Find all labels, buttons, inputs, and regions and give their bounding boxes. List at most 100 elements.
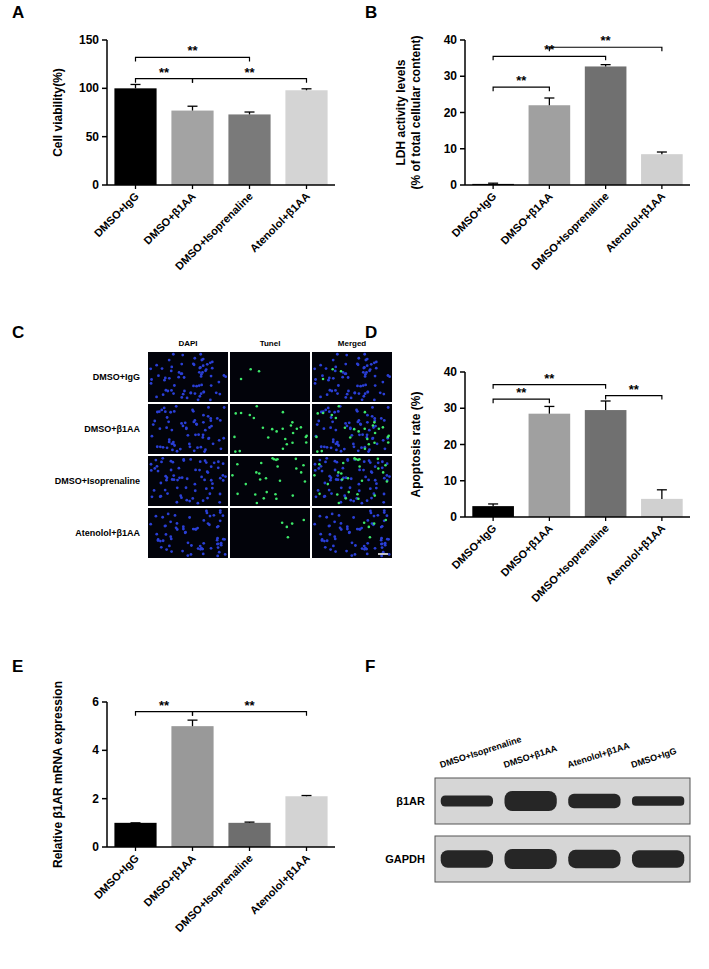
y-tick bbox=[460, 371, 465, 373]
y-tick-label: 40 bbox=[444, 365, 458, 379]
y-tick bbox=[102, 88, 107, 90]
row-label: DMSO+β1AA bbox=[84, 424, 140, 434]
y-axis bbox=[106, 40, 108, 185]
micrograph bbox=[312, 456, 392, 506]
x-tick bbox=[306, 185, 307, 189]
y-tick-label: 10 bbox=[444, 474, 458, 488]
micrograph bbox=[148, 352, 228, 402]
bar bbox=[529, 105, 571, 185]
plot-area bbox=[472, 401, 682, 517]
y-tick bbox=[460, 444, 465, 446]
y-tick bbox=[102, 39, 107, 41]
bar-chart: ACell viability(%)050100150DMSO+IgGDMSO+… bbox=[12, 3, 335, 272]
significance-label: ** bbox=[601, 33, 612, 48]
x-tick bbox=[492, 517, 493, 521]
bar bbox=[285, 90, 327, 185]
y-axis-label: Cell viability(%) bbox=[51, 68, 65, 157]
plot-area bbox=[114, 84, 327, 185]
row-label: β1AR bbox=[396, 795, 425, 807]
y-tick bbox=[102, 184, 107, 186]
y-tick bbox=[460, 480, 465, 482]
bar bbox=[228, 823, 270, 847]
y-tick bbox=[102, 136, 107, 138]
row-label: Atenolol+β1AA bbox=[75, 528, 140, 538]
error-bar bbox=[188, 106, 198, 110]
x-axis bbox=[107, 846, 335, 848]
y-tick-label: 6 bbox=[92, 695, 99, 709]
micrograph bbox=[230, 404, 310, 454]
bar-chart: ERelative β1AR mRNA expression0246DMSO+I… bbox=[12, 657, 335, 934]
error-bar bbox=[302, 795, 312, 797]
y-tick bbox=[102, 701, 107, 703]
y-tick bbox=[102, 846, 107, 848]
micrograph bbox=[312, 404, 392, 454]
error-bar bbox=[488, 504, 498, 506]
y-tick-label: 40 bbox=[444, 33, 458, 47]
column-label: Merged bbox=[338, 339, 367, 348]
lane-label: DMSO+IgG bbox=[630, 746, 678, 770]
band bbox=[568, 794, 620, 808]
significance-label: ** bbox=[187, 43, 198, 58]
y-tick-label: 50 bbox=[86, 130, 100, 144]
western-blot: FDMSO+IsoprenalineDMSO+β1AAAtenolol+β1AA… bbox=[365, 657, 690, 882]
x-axis bbox=[107, 184, 335, 186]
micrograph bbox=[312, 508, 392, 558]
blot-strip bbox=[435, 836, 690, 882]
y-tick bbox=[102, 750, 107, 752]
error-bar bbox=[601, 65, 611, 67]
y-tick-label: 20 bbox=[444, 438, 458, 452]
plot-area bbox=[472, 65, 682, 185]
bar bbox=[228, 114, 270, 185]
band bbox=[632, 796, 684, 806]
x-tick-label: DMSO+IgG bbox=[92, 190, 141, 239]
x-tick-label: Atenolol+β1AA bbox=[603, 522, 667, 586]
x-axis bbox=[465, 516, 690, 518]
x-tick-label: Atenolol+β1AA bbox=[247, 852, 311, 916]
x-tick bbox=[661, 185, 662, 189]
panel-label: C bbox=[12, 323, 24, 342]
bar bbox=[171, 726, 213, 847]
micrograph bbox=[312, 352, 392, 402]
x-tick-label: DMSO+IgG bbox=[449, 190, 498, 239]
bar-chart: BLDH activity levels(% of total cellular… bbox=[365, 3, 690, 272]
y-tick-label: 0 bbox=[92, 840, 99, 854]
y-tick-label: 150 bbox=[79, 33, 99, 47]
micrograph bbox=[148, 404, 228, 454]
significance-label: ** bbox=[244, 65, 255, 80]
y-tick bbox=[460, 516, 465, 518]
error-bar bbox=[131, 822, 141, 823]
y-axis-label: Apoptosis rate (%) bbox=[409, 391, 423, 497]
band bbox=[568, 850, 620, 868]
x-tick-label: DMSO+IgG bbox=[92, 852, 141, 901]
y-tick bbox=[460, 76, 465, 78]
y-tick-label: 10 bbox=[444, 142, 458, 156]
row-label: GAPDH bbox=[385, 853, 425, 865]
bar bbox=[529, 414, 571, 517]
bar-chart: DApoptosis rate (%)010203040DMSO+IgGDMSO… bbox=[365, 323, 690, 604]
x-tick-label: DMSO+β1AA bbox=[141, 852, 198, 909]
y-axis-label: Relative β1AR mRNA expression bbox=[51, 681, 65, 868]
bar bbox=[641, 154, 683, 185]
blot-strip bbox=[435, 778, 690, 824]
image-panel: CDAPITunelMergedDMSO+IgGDMSO+β1AADMSO+Is… bbox=[12, 323, 392, 558]
bar bbox=[641, 499, 683, 517]
y-tick bbox=[460, 184, 465, 186]
x-tick bbox=[605, 185, 606, 189]
x-tick bbox=[192, 847, 193, 851]
significance-label: ** bbox=[629, 382, 640, 397]
y-tick-label: 30 bbox=[444, 69, 458, 83]
x-tick-label: DMSO+Isoprenaline bbox=[529, 522, 611, 604]
error-bar bbox=[544, 406, 554, 413]
y-tick-label: 0 bbox=[450, 178, 457, 192]
x-tick bbox=[549, 517, 550, 521]
y-tick bbox=[102, 798, 107, 800]
x-tick-label: Atenolol+β1AA bbox=[603, 190, 667, 254]
scale-bar bbox=[378, 553, 388, 555]
x-tick bbox=[135, 185, 136, 189]
significance-label: ** bbox=[159, 65, 170, 80]
significance-label: ** bbox=[516, 385, 527, 400]
x-tick bbox=[661, 517, 662, 521]
y-tick bbox=[460, 39, 465, 41]
significance-label: ** bbox=[244, 698, 255, 713]
lane-label: Atenolol+β1AA bbox=[566, 740, 631, 770]
